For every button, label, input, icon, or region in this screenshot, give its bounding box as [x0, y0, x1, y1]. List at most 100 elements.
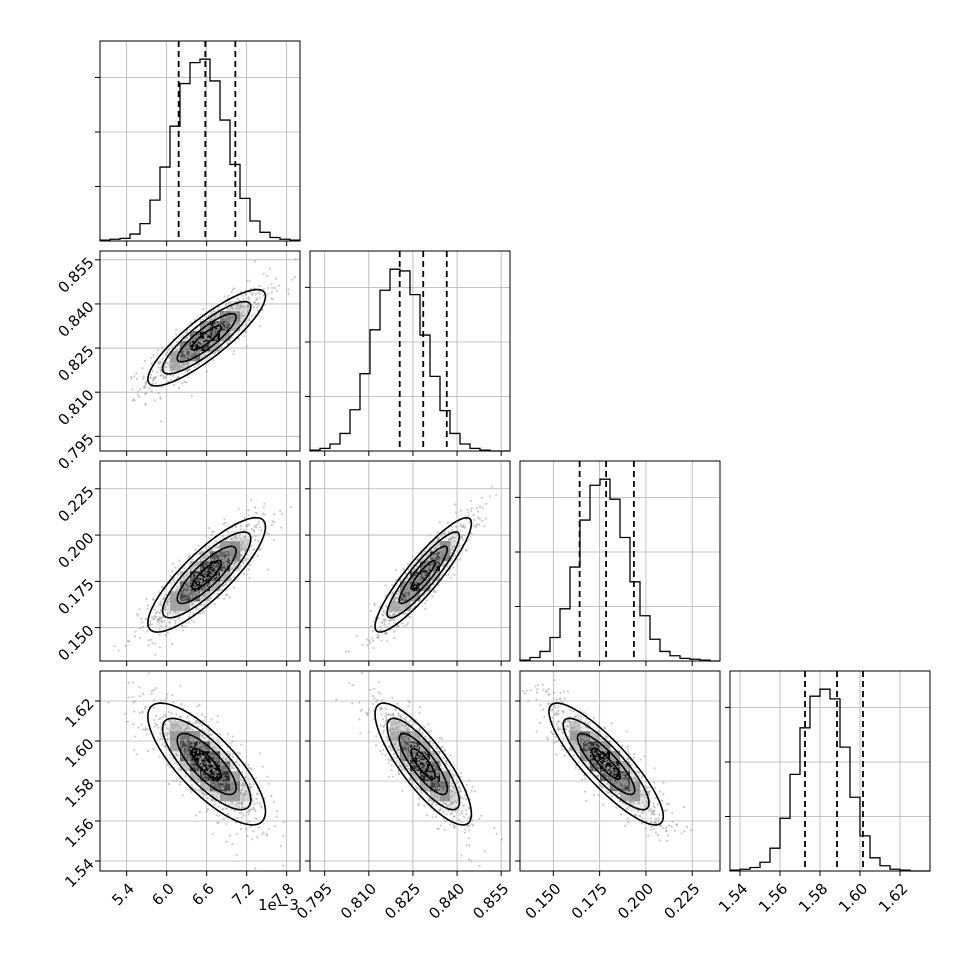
sample-point	[148, 624, 151, 627]
sample-point	[460, 854, 463, 857]
sample-point	[183, 604, 186, 608]
sample-point	[257, 523, 260, 526]
density-cell	[180, 591, 191, 602]
sample-point	[176, 729, 179, 732]
sample-point	[421, 575, 424, 578]
sample-point	[220, 329, 223, 333]
sample-point	[429, 781, 432, 784]
sample-point	[413, 581, 417, 584]
density-cell	[610, 751, 621, 762]
sample-point	[379, 708, 382, 711]
sample-point	[210, 574, 213, 577]
sample-point	[478, 864, 481, 867]
sample-point	[225, 334, 228, 337]
sample-point	[601, 758, 604, 761]
sample-point	[237, 303, 240, 306]
sample-point	[380, 699, 383, 702]
sample-point	[179, 684, 182, 687]
sample-point	[246, 305, 250, 308]
sample-point	[227, 789, 230, 792]
sample-point	[408, 743, 412, 746]
sample-point	[190, 578, 193, 581]
sample-point	[424, 784, 427, 787]
sample-point	[215, 795, 218, 798]
sample-point	[470, 859, 473, 863]
sample-point	[639, 789, 642, 793]
sample-point	[449, 812, 452, 816]
sample-point	[236, 318, 239, 321]
sample-point	[262, 506, 265, 509]
sample-point	[136, 612, 139, 616]
sample-point	[232, 789, 235, 792]
sample-point	[165, 362, 169, 365]
sample-point	[248, 523, 251, 526]
sample-point	[197, 756, 201, 759]
sample-point	[239, 778, 243, 781]
sample-point	[174, 353, 177, 356]
sample-point	[233, 809, 236, 812]
sample-point	[238, 812, 241, 815]
sample-point	[195, 768, 198, 771]
sample-point	[271, 298, 274, 301]
sample-point	[175, 362, 179, 365]
sample-point	[416, 735, 419, 739]
sample-point	[133, 375, 136, 378]
sample-point	[196, 751, 200, 754]
sample-point	[241, 806, 244, 809]
sample-point	[188, 583, 191, 586]
density-cell	[630, 781, 641, 792]
sample-point	[209, 781, 212, 784]
sample-point	[252, 830, 255, 833]
sample-point	[421, 783, 424, 786]
sample-point	[425, 579, 428, 582]
sample-point	[468, 829, 471, 832]
sample-point	[414, 722, 417, 725]
sample-point	[449, 754, 452, 757]
sample-point	[382, 718, 385, 721]
sample-point	[170, 725, 173, 729]
sample-point	[419, 749, 422, 753]
sample-point	[420, 756, 423, 759]
sample-point	[146, 604, 150, 607]
sample-point	[456, 786, 460, 789]
sample-point	[280, 844, 283, 847]
sample-point	[470, 532, 473, 535]
sample-point	[186, 758, 190, 761]
sample-point	[198, 744, 201, 748]
sample-point	[229, 790, 232, 793]
sample-point	[237, 775, 240, 778]
sample-point	[233, 576, 236, 579]
sample-point	[453, 545, 456, 548]
sample-point	[205, 593, 208, 596]
sample-point	[234, 821, 237, 824]
sample-point	[255, 524, 258, 527]
sample-point	[159, 717, 162, 720]
sample-point	[229, 570, 232, 573]
sample-point	[439, 554, 443, 557]
sample-point	[232, 799, 235, 802]
sample-point	[164, 608, 167, 612]
sample-point	[151, 642, 154, 645]
sample-point	[184, 739, 187, 742]
sample-point	[161, 737, 164, 741]
sample-point	[250, 808, 253, 811]
sample-point	[447, 780, 450, 783]
sample-point	[153, 725, 157, 728]
sample-point	[435, 767, 438, 770]
sample-point	[171, 747, 174, 750]
sample-point	[141, 625, 144, 628]
sample-point	[247, 514, 250, 517]
sample-point	[436, 795, 439, 798]
sample-point	[243, 557, 247, 560]
density-cell	[240, 311, 251, 322]
sample-point	[183, 348, 186, 351]
sample-point	[243, 306, 246, 310]
sample-point	[398, 725, 402, 728]
sample-point	[403, 589, 406, 592]
sample-point	[150, 689, 154, 693]
sample-point	[447, 777, 450, 781]
sample-point	[212, 783, 216, 787]
sample-point	[172, 723, 175, 726]
sample-point	[460, 820, 463, 823]
sample-point	[235, 306, 238, 309]
